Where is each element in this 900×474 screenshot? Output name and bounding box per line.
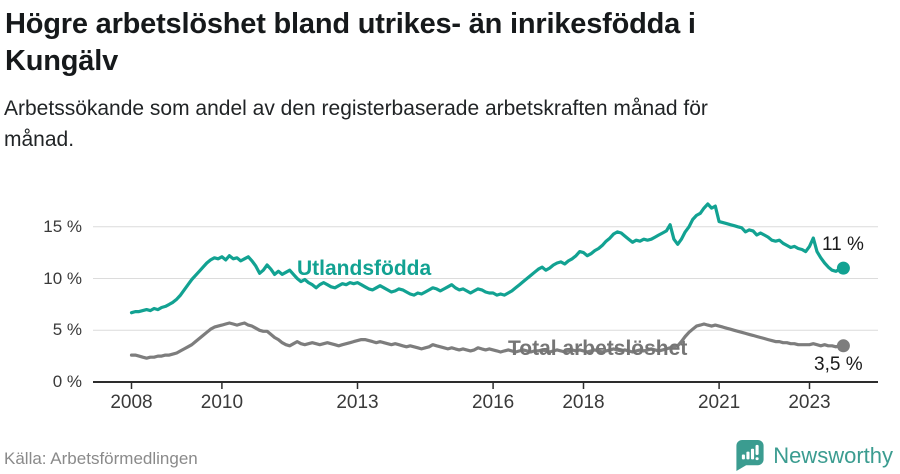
newsworthy-logo-text: Newsworthy	[773, 442, 893, 468]
total-arbetsloshet-line	[129, 321, 845, 360]
y-axis-tick-label: 5 %	[52, 320, 82, 340]
title-line-1: Högre arbetslöshet bland utrikes- än inr…	[5, 8, 696, 40]
x-axis-tick-label: 2013	[336, 392, 379, 413]
utlandsfodda-end-dot	[836, 261, 850, 275]
x-axis-tick-label: 2016	[471, 392, 515, 413]
total-end-value-label: 3,5 %	[814, 354, 863, 375]
y-axis-tick-label: 0 %	[52, 372, 82, 391]
utlandsfodda-line	[129, 202, 845, 315]
y-axis-tick-label: 10 %	[43, 268, 82, 288]
y-axis-tick-label: 15 %	[43, 216, 82, 236]
subtitle-line-1: Arbetssökande som andel av den registerb…	[4, 97, 708, 120]
total-end-dot	[836, 339, 850, 353]
page-subtitle: Arbetssökande som andel av den registerb…	[4, 93, 708, 155]
subtitle-line-2: månad.	[4, 128, 75, 151]
x-axis-tick-label: 2021	[697, 392, 741, 413]
title-line-2: Kungälv	[5, 45, 118, 77]
utlandsfodda-series-label: Utlandsfödda	[297, 257, 432, 280]
newsworthy-logo-icon	[736, 439, 764, 472]
page-title: Högre arbetslöshet bland utrikes- än inr…	[5, 6, 696, 80]
source-attribution: Källa: Arbetsförmedlingen	[4, 449, 198, 468]
x-axis-tick-label: 2018	[562, 392, 605, 413]
x-axis-ticks	[130, 382, 811, 389]
newsworthy-logo[interactable]: Newsworthy	[735, 439, 893, 472]
utlandsfodda-end-value-label: 11 %	[822, 234, 864, 255]
x-axis-tick-label: 2008	[110, 392, 153, 413]
x-axis-tick-label: 2010	[200, 392, 244, 413]
gridlines	[93, 226, 878, 383]
total-series-label: Total arbetslöshet	[508, 337, 688, 360]
x-axis-tick-label: 2023	[788, 392, 831, 413]
